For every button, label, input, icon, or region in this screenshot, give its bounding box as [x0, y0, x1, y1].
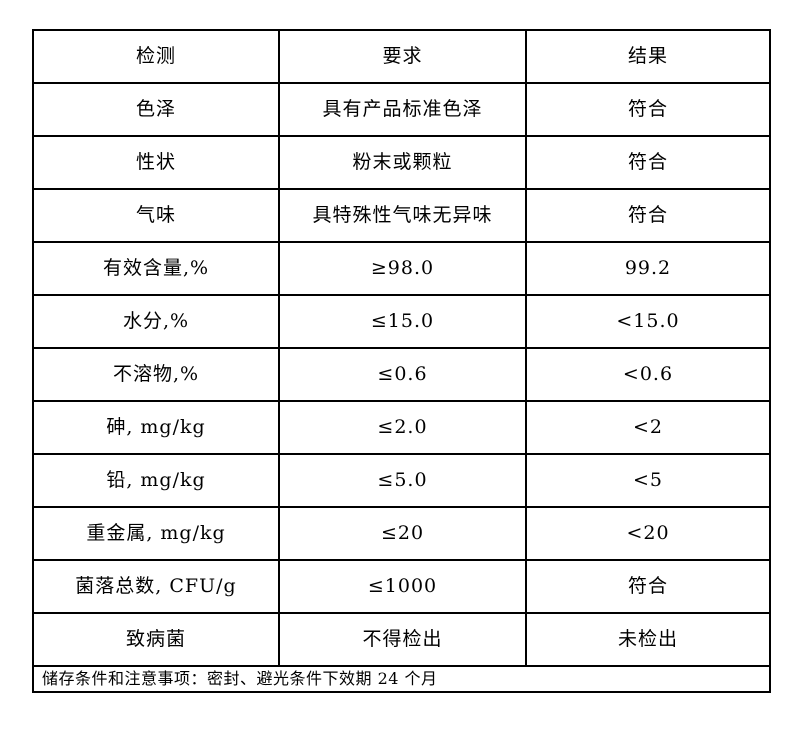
- inspection-table: 检测 要求 结果 色泽 具有产品标准色泽 符合 性状 粉末或颗粒 符合 气味 具特殊性气味无异…: [32, 29, 771, 693]
- requirement-cell: ≤1000: [278, 559, 527, 614]
- column-header-result: 结果: [525, 29, 771, 84]
- column-header-requirement: 要求: [278, 29, 527, 84]
- result-cell: <5: [525, 453, 771, 508]
- result-cell: <20: [525, 506, 771, 561]
- test-name-cell: 不溶物,%: [32, 347, 280, 402]
- test-name-cell: 气味: [32, 188, 280, 243]
- table-row: 砷, mg/kg ≤2.0 <2: [32, 400, 771, 455]
- requirement-cell: 粉末或颗粒: [278, 135, 527, 190]
- table-row: 致病菌 不得检出 未检出: [32, 612, 771, 667]
- requirement-cell: 具有产品标准色泽: [278, 82, 527, 137]
- table-row: 铅, mg/kg ≤5.0 <5: [32, 453, 771, 508]
- result-cell: 符合: [525, 82, 771, 137]
- result-cell: <15.0: [525, 294, 771, 349]
- table-footer: 储存条件和注意事项：密封、避光条件下效期 24 个月: [32, 665, 771, 693]
- column-header-test: 检测: [32, 29, 280, 84]
- table-row: 菌落总数, CFU/g ≤1000 符合: [32, 559, 771, 614]
- table-header: 检测 要求 结果: [32, 29, 771, 84]
- result-cell: <2: [525, 400, 771, 455]
- requirement-cell: 不得检出: [278, 612, 527, 667]
- table-row: 重金属, mg/kg ≤20 <20: [32, 506, 771, 561]
- requirement-cell: ≤15.0: [278, 294, 527, 349]
- footer-row: 储存条件和注意事项：密封、避光条件下效期 24 个月: [32, 665, 771, 693]
- test-name-cell: 铅, mg/kg: [32, 453, 280, 508]
- result-cell: 符合: [525, 135, 771, 190]
- test-name-cell: 菌落总数, CFU/g: [32, 559, 280, 614]
- requirement-cell: ≤0.6: [278, 347, 527, 402]
- test-name-cell: 砷, mg/kg: [32, 400, 280, 455]
- result-cell: 符合: [525, 188, 771, 243]
- test-name-cell: 致病菌: [32, 612, 280, 667]
- requirement-cell: ≤2.0: [278, 400, 527, 455]
- test-name-cell: 有效含量,%: [32, 241, 280, 296]
- storage-note: 储存条件和注意事项：密封、避光条件下效期 24 个月: [32, 665, 771, 693]
- requirement-cell: ≤5.0: [278, 453, 527, 508]
- table-row: 色泽 具有产品标准色泽 符合: [32, 82, 771, 137]
- result-cell: 未检出: [525, 612, 771, 667]
- table-row: 气味 具特殊性气味无异味 符合: [32, 188, 771, 243]
- table-row: 有效含量,% ≥98.0 99.2: [32, 241, 771, 296]
- result-cell: 符合: [525, 559, 771, 614]
- table-body: 色泽 具有产品标准色泽 符合 性状 粉末或颗粒 符合 气味 具特殊性气味无异味 符合 有效含量,%…: [32, 82, 771, 667]
- requirement-cell: ≤20: [278, 506, 527, 561]
- result-cell: 99.2: [525, 241, 771, 296]
- test-name-cell: 性状: [32, 135, 280, 190]
- requirement-cell: ≥98.0: [278, 241, 527, 296]
- table-row: 水分,% ≤15.0 <15.0: [32, 294, 771, 349]
- requirement-cell: 具特殊性气味无异味: [278, 188, 527, 243]
- table-row: 不溶物,% ≤0.6 <0.6: [32, 347, 771, 402]
- test-name-cell: 水分,%: [32, 294, 280, 349]
- header-row: 检测 要求 结果: [32, 29, 771, 84]
- test-name-cell: 重金属, mg/kg: [32, 506, 280, 561]
- table-row: 性状 粉末或颗粒 符合: [32, 135, 771, 190]
- test-name-cell: 色泽: [32, 82, 280, 137]
- result-cell: <0.6: [525, 347, 771, 402]
